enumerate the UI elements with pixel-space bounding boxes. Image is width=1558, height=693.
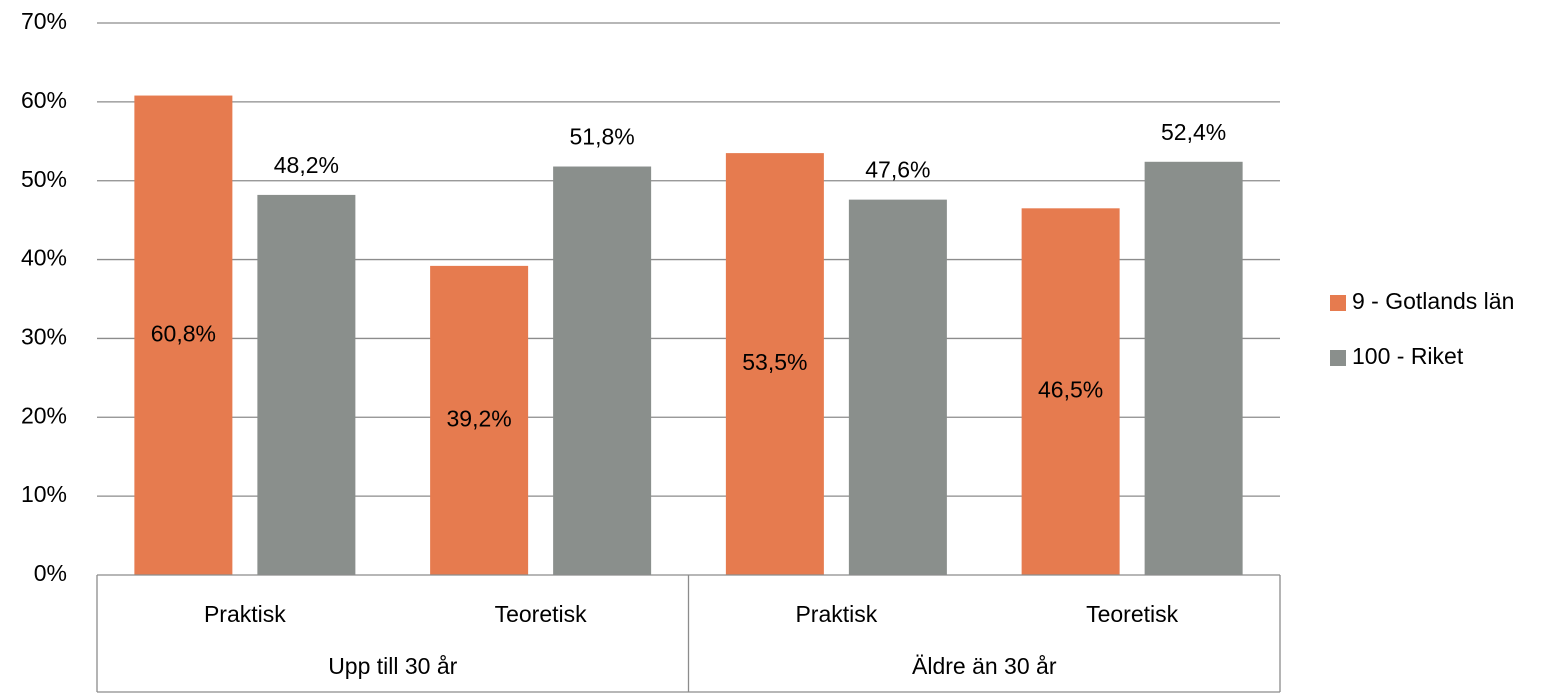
y-tick-label: 30% <box>21 324 67 350</box>
data-label: 60,8% <box>151 320 216 346</box>
x-tick-label: Teoretisk <box>1086 601 1179 627</box>
data-label: 48,2% <box>274 152 339 178</box>
bar <box>430 265 529 575</box>
y-tick-label: 70% <box>21 8 67 34</box>
bar <box>1021 208 1120 576</box>
y-tick-label: 40% <box>21 245 67 271</box>
y-tick-label: 50% <box>21 166 67 192</box>
x-tick-label: Praktisk <box>795 601 877 627</box>
group-label: Upp till 30 år <box>328 653 457 679</box>
y-tick-label: 20% <box>21 402 67 428</box>
legend-label: 100 - Riket <box>1352 343 1464 369</box>
data-label: 53,5% <box>742 349 807 375</box>
bar <box>725 153 824 575</box>
bar <box>257 194 356 575</box>
y-tick-label: 0% <box>34 560 67 586</box>
bar <box>134 95 233 575</box>
bar <box>1144 161 1243 575</box>
bar <box>553 166 652 575</box>
legend-swatch <box>1330 295 1346 311</box>
bar <box>848 199 947 575</box>
y-tick-label: 60% <box>21 87 67 113</box>
x-tick-label: Praktisk <box>204 601 286 627</box>
y-tick-label: 10% <box>21 481 67 507</box>
x-tick-label: Teoretisk <box>495 601 588 627</box>
data-label: 39,2% <box>447 406 512 432</box>
data-label: 52,4% <box>1161 119 1226 145</box>
data-label: 47,6% <box>865 157 930 183</box>
group-label: Äldre än 30 år <box>912 653 1057 679</box>
data-label: 51,8% <box>570 124 635 150</box>
data-label: 46,5% <box>1038 377 1103 403</box>
legend-swatch <box>1330 350 1346 366</box>
legend-label: 9 - Gotlands län <box>1352 288 1514 314</box>
